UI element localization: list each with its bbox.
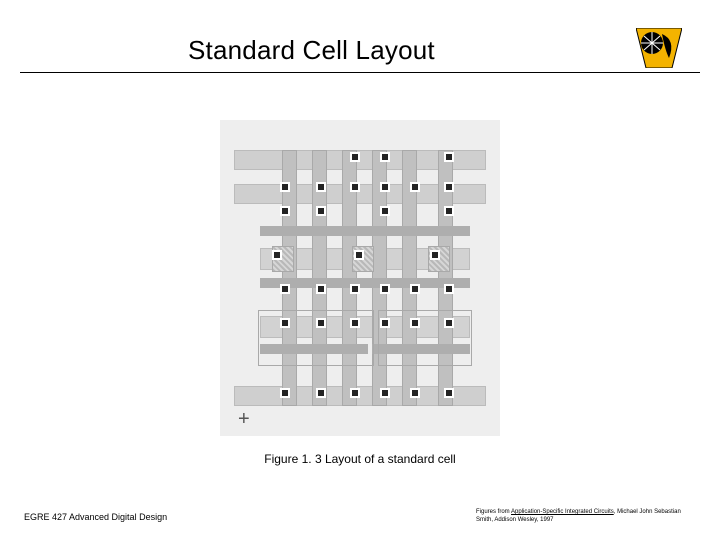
school-logo: [636, 28, 682, 68]
layout-figure: +: [220, 120, 500, 436]
contact-via: [316, 182, 326, 192]
contact-via: [380, 182, 390, 192]
slide-page: Standard Cell Layout +: [0, 0, 720, 540]
contact-via: [316, 388, 326, 398]
contact-via: [272, 250, 282, 260]
contact-via: [444, 206, 454, 216]
contact-via: [444, 284, 454, 294]
origin-marker: +: [238, 408, 250, 431]
contact-via: [350, 388, 360, 398]
contact-via: [410, 318, 420, 328]
contact-via: [410, 182, 420, 192]
contact-via: [350, 152, 360, 162]
poly-strip: [260, 226, 470, 236]
contact-via: [380, 206, 390, 216]
contact-via: [444, 388, 454, 398]
footer-course: EGRE 427 Advanced Digital Design: [24, 512, 167, 522]
contact-via: [350, 284, 360, 294]
footer-citation: Figures from Application-Specific Integr…: [476, 509, 696, 524]
poly-strip: [260, 278, 470, 288]
contact-via: [380, 284, 390, 294]
contact-via: [316, 318, 326, 328]
contact-via: [316, 284, 326, 294]
contact-via: [354, 250, 364, 260]
contact-via: [444, 318, 454, 328]
layout-canvas: +: [220, 120, 500, 436]
contact-via: [280, 318, 290, 328]
contact-via: [380, 318, 390, 328]
contact-via: [444, 182, 454, 192]
contact-via: [430, 250, 440, 260]
citation-prefix: Figures from: [476, 509, 511, 515]
citation-book: Application-Specific Integrated Circuits: [511, 509, 614, 515]
contact-via: [350, 318, 360, 328]
contact-via: [280, 182, 290, 192]
page-title: Standard Cell Layout: [188, 35, 435, 66]
contact-via: [410, 388, 420, 398]
contact-via: [280, 206, 290, 216]
contact-via: [350, 182, 360, 192]
contact-via: [280, 388, 290, 398]
contact-via: [380, 152, 390, 162]
contact-via: [380, 388, 390, 398]
contact-via: [280, 284, 290, 294]
cell-outline: [378, 310, 472, 366]
contact-via: [444, 152, 454, 162]
contact-via: [410, 284, 420, 294]
title-row: Standard Cell Layout: [0, 28, 720, 72]
figure-caption: Figure 1. 3 Layout of a standard cell: [0, 452, 720, 466]
title-divider: [20, 72, 700, 73]
contact-via: [316, 206, 326, 216]
